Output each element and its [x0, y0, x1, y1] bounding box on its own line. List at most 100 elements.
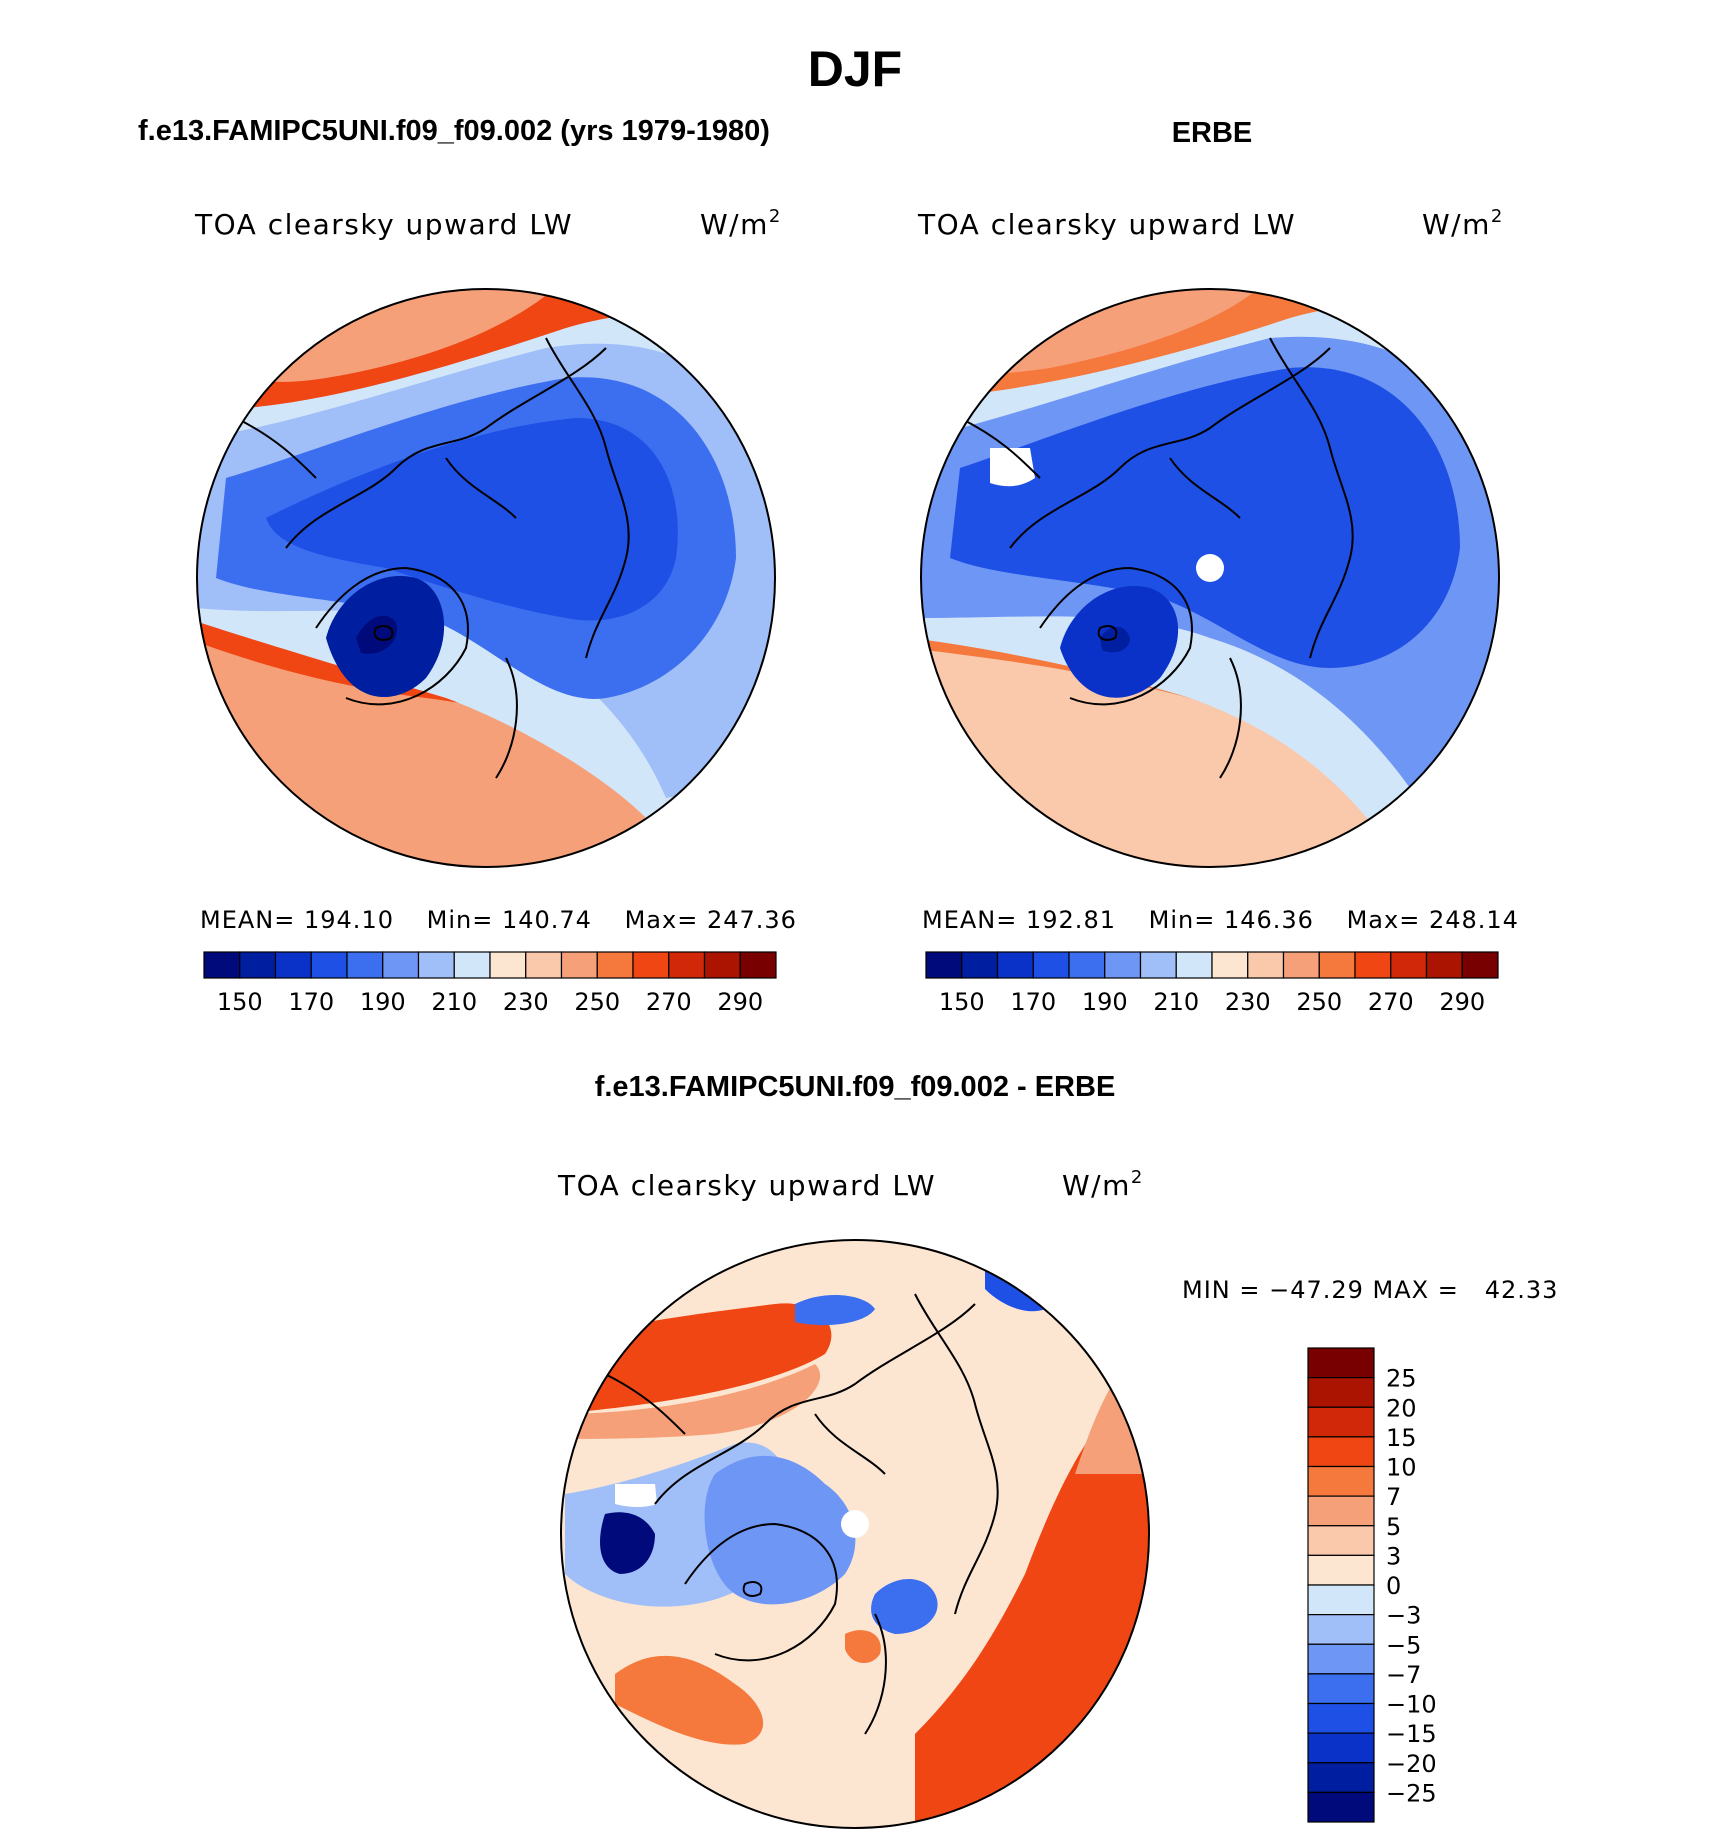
- field-warm-band-north-2: [561, 1364, 821, 1439]
- colorbar-box: [1425, 951, 1463, 979]
- panel-model-stats: MEAN= 194.10 Min= 140.74 Max= 247.36: [200, 906, 797, 934]
- colorbar-tick-label: −7: [1386, 1661, 1421, 1689]
- colorbar-box: [1307, 1525, 1375, 1556]
- colorbar-tick-label: 210: [431, 988, 477, 1016]
- colorbar-tick-label: 10: [1386, 1454, 1417, 1482]
- colorbar-box: [1354, 951, 1392, 979]
- panel-model-variable: TOA clearsky upward LW: [194, 208, 573, 241]
- pole-nodata: [1196, 554, 1224, 582]
- panel-diff-title: f.e13.FAMIPC5UNI.f09_f09.002 - ERBE: [595, 1071, 1116, 1103]
- colorbar-tick-label: 210: [1153, 988, 1199, 1016]
- colorbar-tick-label: 290: [717, 988, 763, 1016]
- colorbar-box: [1307, 1673, 1375, 1705]
- iceland: [742, 1581, 763, 1597]
- field-deep: [950, 367, 1460, 669]
- colorbar-tick-label: −20: [1386, 1750, 1437, 1778]
- panel-model: f.e13.FAMIPC5UNI.f09_f09.002 (yrs 1979-1…: [138, 115, 797, 1016]
- field-deep-west: [600, 1512, 655, 1574]
- colorbar-tick-label: 190: [1082, 988, 1128, 1016]
- colorbar-tick-label: 170: [1010, 988, 1056, 1016]
- colorbar-tick-label: 5: [1386, 1513, 1401, 1541]
- panel-obs-variable: TOA clearsky upward LW: [917, 208, 1296, 241]
- colorbar-tick-label: 290: [1439, 988, 1485, 1016]
- colorbar-box: [961, 951, 999, 979]
- colorbar-box: [310, 951, 348, 979]
- colorbar-box: [1461, 951, 1499, 979]
- colorbar-box: [346, 951, 384, 979]
- colorbar-box: [525, 951, 563, 979]
- panel-obs-title: ERBE: [1172, 117, 1253, 149]
- colorbar-tick-label: 3: [1386, 1542, 1401, 1570]
- iceland: [1097, 625, 1118, 641]
- colorbar-box: [417, 951, 455, 979]
- panel-model-title: f.e13.FAMIPC5UNI.f09_f09.002 (yrs 1979-1…: [138, 115, 770, 147]
- colorbar-box: [1307, 1732, 1375, 1764]
- panel-obs-units: W/m2: [1422, 206, 1504, 241]
- colorbar-box: [453, 951, 491, 979]
- colorbar-tick-label: −10: [1386, 1691, 1437, 1719]
- colorbar-box: [1032, 951, 1070, 979]
- colorbar-tick-label: 7: [1386, 1483, 1401, 1511]
- colorbar-box: [996, 951, 1034, 979]
- colorbar-box: [239, 951, 277, 979]
- coastline: [604, 1293, 999, 1735]
- colorbar-box: [560, 951, 598, 979]
- colorbar-box: [1307, 1762, 1375, 1793]
- colorbar-box: [1390, 951, 1428, 979]
- panel-model-units: W/m2: [700, 206, 782, 241]
- colorbar-box: [1307, 1406, 1375, 1438]
- colorbar-box: [1307, 1643, 1375, 1675]
- colorbar-box: [1104, 951, 1142, 979]
- colorbar-box: [1307, 1791, 1375, 1823]
- coastline: [959, 337, 1354, 779]
- colorbar-box: [632, 951, 670, 979]
- colorbar-tick-label: 190: [360, 988, 406, 1016]
- colorbar-tick-label: 250: [1296, 988, 1342, 1016]
- colorbar-tick-label: 15: [1386, 1424, 1417, 1452]
- panel-diff-map: [560, 1239, 1150, 1829]
- field-warm-belt: [921, 648, 1499, 867]
- colorbar-box: [1307, 1584, 1375, 1616]
- field-cool-north: [795, 1294, 875, 1326]
- figure-title: DJF: [808, 41, 902, 97]
- colorbar-box: [703, 951, 741, 979]
- colorbar-box: [668, 951, 706, 979]
- colorbar-tick-label: 150: [217, 988, 263, 1016]
- pole-nodata: [841, 1510, 869, 1538]
- colorbar-box: [1068, 951, 1106, 979]
- panel-diff-stats: MIN = −47.29 MAX = 42.33: [1182, 1276, 1558, 1304]
- colorbar-tick-label: 170: [288, 988, 334, 1016]
- field-cool-center: [704, 1455, 856, 1605]
- colorbar-box: [1282, 951, 1320, 979]
- field-warm-belt: [197, 638, 775, 867]
- field-cool-scand: [871, 1579, 938, 1634]
- colorbar-box: [1318, 951, 1356, 979]
- panel-model-map: [196, 288, 776, 868]
- colorbar-box: [1307, 1436, 1375, 1468]
- field-core: [266, 418, 678, 621]
- colorbar-box: [1307, 1377, 1375, 1408]
- panel-diff: f.e13.FAMIPC5UNI.f09_f09.002 - ERBE TOA …: [557, 1071, 1558, 1829]
- colorbar-tick-label: −5: [1386, 1631, 1421, 1659]
- colorbar-tick-label: 230: [1225, 988, 1271, 1016]
- panel-diff-variable: TOA clearsky upward LW: [557, 1169, 936, 1202]
- colorbar-tick-label: −3: [1386, 1602, 1421, 1630]
- colorbar-box: [1307, 1702, 1375, 1734]
- panel-diff-units: W/m2: [1062, 1167, 1144, 1202]
- colorbar-tick-label: 250: [574, 988, 620, 1016]
- colorbar-box: [1307, 1495, 1375, 1527]
- colorbar-tick-label: 0: [1386, 1572, 1401, 1600]
- colorbar-box: [1175, 951, 1213, 979]
- colorbar-box: [382, 951, 420, 979]
- colorbar-box: [1307, 1554, 1375, 1586]
- map-border: [920, 288, 1500, 868]
- colorbar-box: [1307, 1347, 1375, 1379]
- colorbar-box: [1307, 1465, 1375, 1497]
- colorbar-tick-label: 230: [503, 988, 549, 1016]
- field-nodata-patch: [990, 448, 1035, 487]
- colorbar-tick-label: 270: [1368, 988, 1414, 1016]
- field-warm-spot: [845, 1630, 881, 1664]
- colorbar-box: [274, 951, 312, 979]
- colorbar-box: [489, 951, 527, 979]
